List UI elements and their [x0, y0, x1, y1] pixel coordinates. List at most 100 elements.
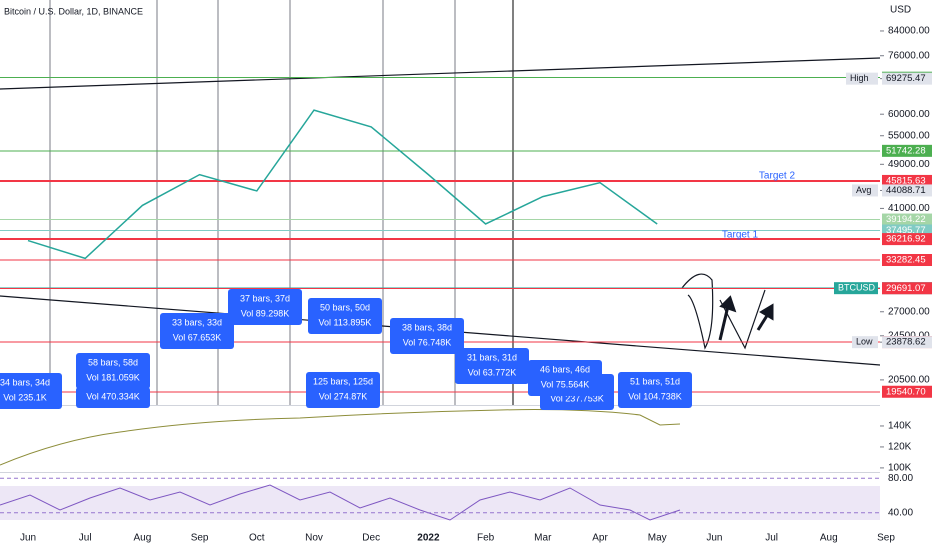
- measure-text: Vol 63.772K: [468, 367, 517, 377]
- x-tick-label: Mar: [534, 533, 552, 544]
- y-tick-label: 60000.00: [888, 109, 930, 120]
- measure-text: Vol 89.298K: [241, 308, 290, 318]
- projection: [681, 273, 766, 350]
- level-side-label: High: [850, 73, 869, 83]
- arrows: [718, 295, 774, 341]
- level-label: 69275.47: [886, 73, 926, 84]
- level-label: 45815.63: [886, 175, 926, 186]
- volume-tick-label: 120K: [888, 442, 912, 453]
- level-tag: [882, 174, 932, 187]
- measure-text: 31 bars, 31d: [467, 352, 517, 362]
- y-tick-label: 76000.00: [888, 50, 930, 61]
- level-tag: [882, 282, 932, 295]
- measure-box: [528, 360, 602, 396]
- measure-box: [618, 372, 692, 408]
- measure-box: [76, 353, 150, 389]
- x-tick-label: Jul: [765, 533, 778, 544]
- measure-text: 38 bars, 38d: [402, 322, 452, 332]
- measure-text: 58 bars, 58d: [88, 357, 138, 367]
- currency-label: USD: [890, 5, 911, 16]
- level-side-label: Avg: [856, 185, 871, 195]
- level-label: 19540.70: [886, 386, 926, 397]
- level-side-tag: [846, 72, 878, 85]
- x-tick-label: Oct: [249, 533, 265, 544]
- measure-text: 125 bars, 125d: [313, 376, 373, 386]
- measure-text: Vol 104.738K: [628, 391, 682, 401]
- x-tick-label: Nov: [305, 533, 323, 544]
- measure-box: [76, 387, 150, 408]
- measure-box: [228, 289, 302, 325]
- measure-text: Vol 75.564K: [541, 379, 590, 389]
- volume-tick-label: 100K: [888, 463, 912, 474]
- level-side-label: Low: [856, 337, 873, 347]
- vertical-lines: [49, 0, 514, 405]
- level-label: 29691.07: [886, 283, 926, 294]
- x-tick-label: Apr: [592, 533, 608, 544]
- measure-box: [390, 318, 464, 354]
- level-label: 23878.62: [886, 337, 926, 348]
- level-label: 44088.71: [886, 185, 926, 196]
- level-side-tag: [852, 184, 878, 197]
- measure-text: 37 bars, 37d: [240, 293, 290, 303]
- measure-box: [308, 298, 382, 334]
- x-tick-label: Jul: [79, 533, 92, 544]
- measure-box: [455, 348, 529, 384]
- level-tag: [882, 233, 932, 246]
- price-line: [27, 109, 658, 260]
- level-tag: [882, 385, 932, 398]
- pane-divider: [0, 472, 880, 473]
- price-scale: [880, 0, 932, 550]
- level-side-tag: [852, 336, 878, 349]
- measure-box: [306, 372, 380, 408]
- measure-box: [160, 313, 234, 349]
- rsi-tick-label: 40.00: [888, 507, 913, 518]
- measure-text: Vol 76.748K: [403, 337, 452, 347]
- x-tick-label: Aug: [820, 533, 838, 544]
- level-label: 39194.22: [886, 214, 926, 225]
- y-tick-label: 84000.00: [888, 26, 930, 37]
- pane-divider: [0, 405, 880, 406]
- x-tick-label: Jun: [706, 533, 722, 544]
- measure-text: Vol 181.059K: [86, 372, 140, 382]
- rsi-band: [0, 486, 880, 520]
- y-tick-label: 24500.00: [888, 330, 930, 341]
- level-tags: 69542.2769275.47High51742.2845815.634408…: [834, 71, 932, 398]
- level-tag: [882, 72, 932, 85]
- x-tick-label: Aug: [134, 533, 152, 544]
- level-label: 33282.45: [886, 255, 926, 266]
- measure-text: 46 bars, 46d: [540, 364, 590, 374]
- annotation: Target 2: [759, 171, 796, 182]
- measure-text: Vol 113.895K: [319, 317, 372, 327]
- x-tick-label: Sep: [877, 533, 895, 544]
- y-tick-label: 49000.00: [888, 159, 930, 170]
- annotation: Target 1: [722, 230, 759, 241]
- measure-text: Vol 67.653K: [173, 332, 222, 342]
- measure-text: 33 bars, 33d: [172, 317, 222, 327]
- level-label: 36216.92: [886, 234, 926, 245]
- measure-text: 34 bars, 34d: [0, 377, 50, 387]
- y-tick-label: 41000.00: [888, 203, 930, 214]
- measure-text: 51 bars, 51d: [630, 376, 680, 386]
- level-side-label: BTCUSD: [838, 283, 876, 293]
- y-tick-label: 20500.00: [888, 375, 930, 386]
- measure-box: [0, 373, 62, 409]
- level-side-tag: [834, 282, 878, 295]
- x-tick-label: Feb: [477, 533, 495, 544]
- level-label: 37495.77: [886, 225, 926, 236]
- level-label: 51742.28: [886, 145, 926, 156]
- rsi-line: [0, 484, 681, 521]
- measure-text: Vol 235.1K: [3, 392, 47, 402]
- level-tag: [882, 184, 932, 197]
- level-tag: [882, 144, 932, 157]
- measure-text: Vol 470.334K: [86, 391, 140, 401]
- x-tick-label: Sep: [191, 533, 209, 544]
- level-tag: [882, 336, 932, 349]
- chart-title: Bitcoin / U.S. Dollar, 1D, BINANCE: [4, 6, 143, 16]
- level-tag: [882, 254, 932, 267]
- measure-text: Vol 274.87K: [319, 391, 368, 401]
- measure-text: Vol 237.753K: [550, 393, 604, 403]
- y-tick-label: 27000.00: [888, 306, 930, 317]
- x-tick-label: May: [648, 533, 667, 544]
